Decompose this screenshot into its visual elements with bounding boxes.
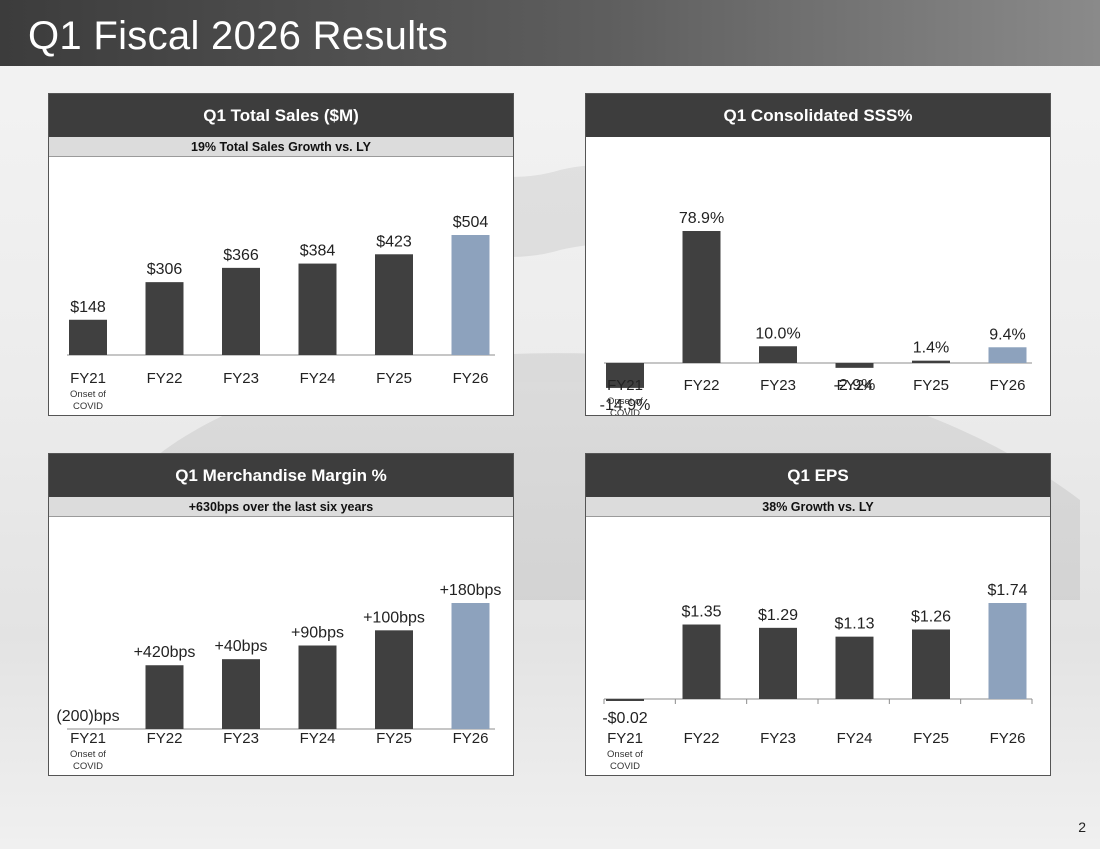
eps-covid-annotation: Onset of xyxy=(607,749,643,760)
sales-bar-fy25 xyxy=(375,254,413,355)
sss-bar-fy22 xyxy=(682,231,721,363)
eps-category-label: FY24 xyxy=(837,730,873,747)
eps-value-label: $1.13 xyxy=(834,616,874,633)
sales-value-label: $504 xyxy=(453,214,489,231)
sss-value-label: -2.9% xyxy=(834,377,876,394)
sss-bar-fy26 xyxy=(988,347,1027,363)
eps-bar-fy26 xyxy=(988,603,1027,699)
eps-bar-fy24 xyxy=(835,636,874,699)
margin-category-label: FY21 xyxy=(70,730,106,747)
sales-category-label: FY26 xyxy=(453,370,489,387)
sss-panel-title: Q1 Consolidated SSS% xyxy=(586,94,1050,137)
sss-panel: Q1 Consolidated SSS% -14.9% FY21 Onset of C… xyxy=(585,93,1051,416)
sss-category-label: FY23 xyxy=(760,377,796,394)
sales-bar-fy24 xyxy=(298,263,337,355)
title-bar: Q1 Fiscal 2026 Results xyxy=(0,0,1100,66)
sss-bar-fy24 xyxy=(835,363,874,368)
margin-bar-fy26 xyxy=(451,603,490,729)
margin-panel-subtitle: +630bps over the last six years xyxy=(49,497,513,517)
eps-category-label: FY25 xyxy=(913,730,949,747)
margin-covid-annotation: Onset of xyxy=(70,749,106,760)
sales-value-label: $148 xyxy=(70,299,106,316)
sss-covid-annotation: COVID xyxy=(610,408,640,415)
eps-value-label: $1.29 xyxy=(758,607,798,624)
sss-category-label: FY25 xyxy=(913,377,949,394)
sss-category-label: FY24 xyxy=(837,377,873,394)
sales-bar-fy22 xyxy=(145,282,184,355)
sales-bar-fy26 xyxy=(451,235,490,355)
sales-covid-annotation: COVID xyxy=(73,401,103,412)
margin-bar-fy23 xyxy=(222,659,260,729)
sss-bar-fy21 xyxy=(606,363,644,388)
margin-category-label: FY26 xyxy=(453,730,489,747)
sss-covid-annotation: Onset of xyxy=(607,396,643,407)
margin-category-label: FY23 xyxy=(223,730,259,747)
page-number: 2 xyxy=(1078,819,1086,835)
eps-value-label: -$0.02 xyxy=(602,710,647,727)
margin-covid-annotation: COVID xyxy=(73,761,103,772)
sss-bar-fy23 xyxy=(759,346,797,363)
sss-value-label: 78.9% xyxy=(679,210,724,227)
eps-category-label: FY23 xyxy=(760,730,796,747)
slide-title: Q1 Fiscal 2026 Results xyxy=(28,14,449,58)
sales-bar-fy21 xyxy=(69,319,107,355)
sales-value-label: $423 xyxy=(376,233,412,250)
sales-value-label: $384 xyxy=(300,243,336,260)
sss-value-label: -14.9% xyxy=(600,397,651,414)
sss-value-label: 9.4% xyxy=(989,326,1025,343)
sss-value-label: 1.4% xyxy=(913,340,949,357)
margin-category-label: FY22 xyxy=(147,730,183,747)
sss-category-label: FY21 xyxy=(607,377,643,394)
sales-covid-annotation: Onset of xyxy=(70,389,106,400)
eps-panel-title: Q1 EPS xyxy=(586,454,1050,497)
margin-value-label: +420bps xyxy=(134,644,196,661)
margin-category-label: FY24 xyxy=(300,730,336,747)
sss-bar-fy25 xyxy=(912,360,950,363)
eps-value-label: $1.74 xyxy=(987,582,1027,599)
sales-category-label: FY23 xyxy=(223,370,259,387)
margin-bar-fy22 xyxy=(145,665,184,729)
sss-value-label: 10.0% xyxy=(755,325,800,342)
margin-value-label: +40bps xyxy=(215,638,268,655)
eps-category-label: FY22 xyxy=(684,730,720,747)
eps-panel: Q1 EPS 38% Growth vs. LY -$0.02 FY21 Onset… xyxy=(585,453,1051,776)
sales-value-label: $306 xyxy=(147,261,183,278)
sales-category-label: FY25 xyxy=(376,370,412,387)
sales-category-label: FY24 xyxy=(300,370,336,387)
sales-category-label: FY22 xyxy=(147,370,183,387)
margin-bar-fy24 xyxy=(298,645,337,729)
eps-category-label: FY21 xyxy=(607,730,643,747)
sss-category-label: FY26 xyxy=(990,377,1026,394)
sss-category-label: FY22 xyxy=(684,377,720,394)
margin-value-label: +180bps xyxy=(440,582,502,599)
sales-panel: Q1 Total Sales ($M) 19% Total Sales Grow… xyxy=(48,93,514,416)
eps-bar-fy25 xyxy=(912,629,950,699)
margin-value-label: (200)bps xyxy=(56,708,119,725)
eps-value-label: $1.26 xyxy=(911,608,951,625)
margin-bar-fy25 xyxy=(375,630,413,729)
sales-panel-title: Q1 Total Sales ($M) xyxy=(49,94,513,137)
sales-bar-fy23 xyxy=(222,267,260,355)
eps-bar-fy23 xyxy=(759,627,797,699)
sales-panel-subtitle: 19% Total Sales Growth vs. LY xyxy=(49,137,513,157)
margin-panel: Q1 Merchandise Margin % +630bps over the… xyxy=(48,453,514,776)
eps-bar-fy22 xyxy=(682,624,721,699)
eps-value-label: $1.35 xyxy=(681,604,721,621)
sales-value-label: $366 xyxy=(223,247,259,264)
margin-value-label: +100bps xyxy=(363,609,425,626)
eps-panel-subtitle: 38% Growth vs. LY xyxy=(586,497,1050,517)
sales-category-label: FY21 xyxy=(70,370,106,387)
margin-category-label: FY25 xyxy=(376,730,412,747)
margin-value-label: +90bps xyxy=(291,625,344,642)
margin-panel-title: Q1 Merchandise Margin % xyxy=(49,454,513,497)
eps-bar-fy21 xyxy=(606,699,644,701)
eps-category-label: FY26 xyxy=(990,730,1026,747)
eps-covid-annotation: COVID xyxy=(610,761,640,772)
